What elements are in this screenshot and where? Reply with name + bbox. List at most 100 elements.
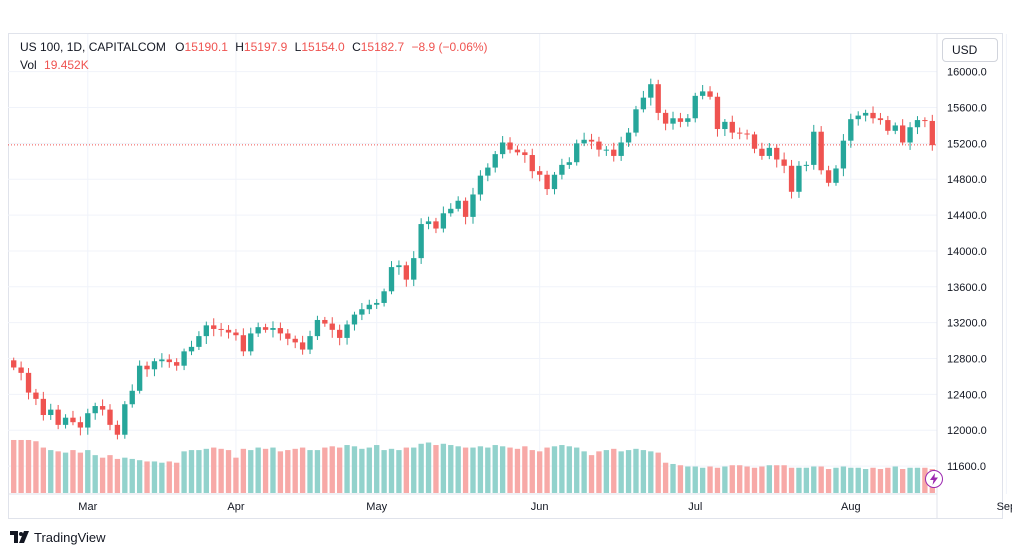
tradingview-logo[interactable]: TradingView <box>10 529 106 545</box>
volume-bar <box>114 458 121 493</box>
volume-bar <box>136 460 143 493</box>
candle-body <box>433 221 439 229</box>
legend-vol: 19.452K <box>44 58 89 72</box>
volume-bar <box>774 465 780 493</box>
candle-body <box>492 154 498 168</box>
volume-bar <box>403 447 409 493</box>
volume-bar <box>648 451 654 493</box>
legend-low: 15154.0 <box>301 40 345 54</box>
volume-bar <box>144 461 150 493</box>
candle-body <box>714 96 721 130</box>
y-tick-label: 12400.0 <box>947 389 987 401</box>
candle-body <box>892 125 898 131</box>
candle-body <box>788 165 795 192</box>
currency-button[interactable]: USD <box>942 38 998 62</box>
volume-bar <box>77 452 84 493</box>
volume-bar <box>618 451 624 493</box>
volume-bar <box>477 446 484 493</box>
volume-bar <box>751 467 758 493</box>
candle-body <box>848 119 854 141</box>
candle-body <box>640 97 647 110</box>
volume-bar <box>240 448 247 493</box>
volume-bar <box>914 467 921 493</box>
volume-bar <box>285 450 291 493</box>
candle-body <box>796 165 802 192</box>
volume-bar <box>640 450 647 493</box>
volume-bar <box>759 466 765 493</box>
candle-body <box>40 398 47 416</box>
volume-bar <box>18 439 24 493</box>
volume-bar <box>344 445 350 493</box>
volume-bar <box>277 451 284 493</box>
volume-bar <box>559 445 565 493</box>
candle-body <box>211 325 217 329</box>
candle-body <box>603 149 610 151</box>
volume-bar <box>796 467 802 493</box>
candle-body <box>336 329 343 338</box>
candle-body <box>699 91 706 96</box>
lightning-icon[interactable] <box>925 470 943 488</box>
volume-bar <box>411 447 417 493</box>
volume-bar <box>425 442 432 493</box>
volume-bar <box>48 450 54 493</box>
volume-bar <box>722 466 728 493</box>
volume-bar <box>255 447 261 493</box>
y-tick-label: 13600.0 <box>947 282 987 294</box>
candle-body <box>85 413 91 428</box>
candle-body <box>307 336 313 350</box>
candle-body <box>914 120 921 128</box>
candle-body <box>374 302 380 305</box>
volume-bar <box>11 439 17 493</box>
candle-body <box>277 328 284 334</box>
candle-body <box>70 417 76 423</box>
y-tick-label: 14800.0 <box>947 174 987 186</box>
volume-bar <box>581 451 587 493</box>
volume-bar <box>292 448 298 493</box>
candle-body <box>225 329 232 333</box>
candle-body <box>559 164 565 175</box>
volume-bar <box>470 447 476 493</box>
legend-close-label: C <box>352 40 361 54</box>
legend-vol-label[interactable]: Vol <box>20 58 37 72</box>
candle-body <box>818 131 824 171</box>
y-tick-label: 14000.0 <box>947 246 987 258</box>
volume-bar <box>655 452 661 493</box>
candles <box>11 78 935 440</box>
volume-bar <box>70 450 76 493</box>
candle-body <box>551 174 558 190</box>
volume-bar <box>855 467 861 493</box>
legend-symbol[interactable]: US 100, 1D, CAPITALCOM <box>20 40 166 54</box>
volume-bar <box>677 465 684 493</box>
candle-body <box>618 142 624 156</box>
volume-bar <box>85 450 91 493</box>
candle-body <box>299 342 306 350</box>
candle-body <box>322 319 328 324</box>
volume-bar <box>811 466 817 493</box>
candle-body <box>292 338 298 343</box>
candle-body <box>218 328 224 330</box>
volume-bar <box>499 446 506 493</box>
tradingview-label: TradingView <box>34 529 106 545</box>
volume-bar <box>744 466 750 493</box>
candle-body <box>351 314 358 325</box>
candle-body <box>929 120 935 146</box>
candle-body <box>729 121 735 133</box>
candle-body <box>55 409 61 425</box>
volume-bar <box>522 446 528 493</box>
chart-grid <box>8 34 1007 494</box>
candle-body <box>285 333 291 339</box>
volume-bar <box>737 465 743 493</box>
candle-body <box>707 91 713 97</box>
candle-body <box>366 304 372 310</box>
candle-body <box>174 362 180 366</box>
candle-body <box>685 118 691 122</box>
volume-bar <box>707 466 713 493</box>
candle-body <box>411 258 417 280</box>
candle-body <box>751 134 758 149</box>
candle-body <box>877 118 884 121</box>
volume-bar <box>336 447 343 493</box>
volume-bar <box>462 447 469 493</box>
candle-body <box>522 152 528 156</box>
volume-bar <box>388 448 395 493</box>
